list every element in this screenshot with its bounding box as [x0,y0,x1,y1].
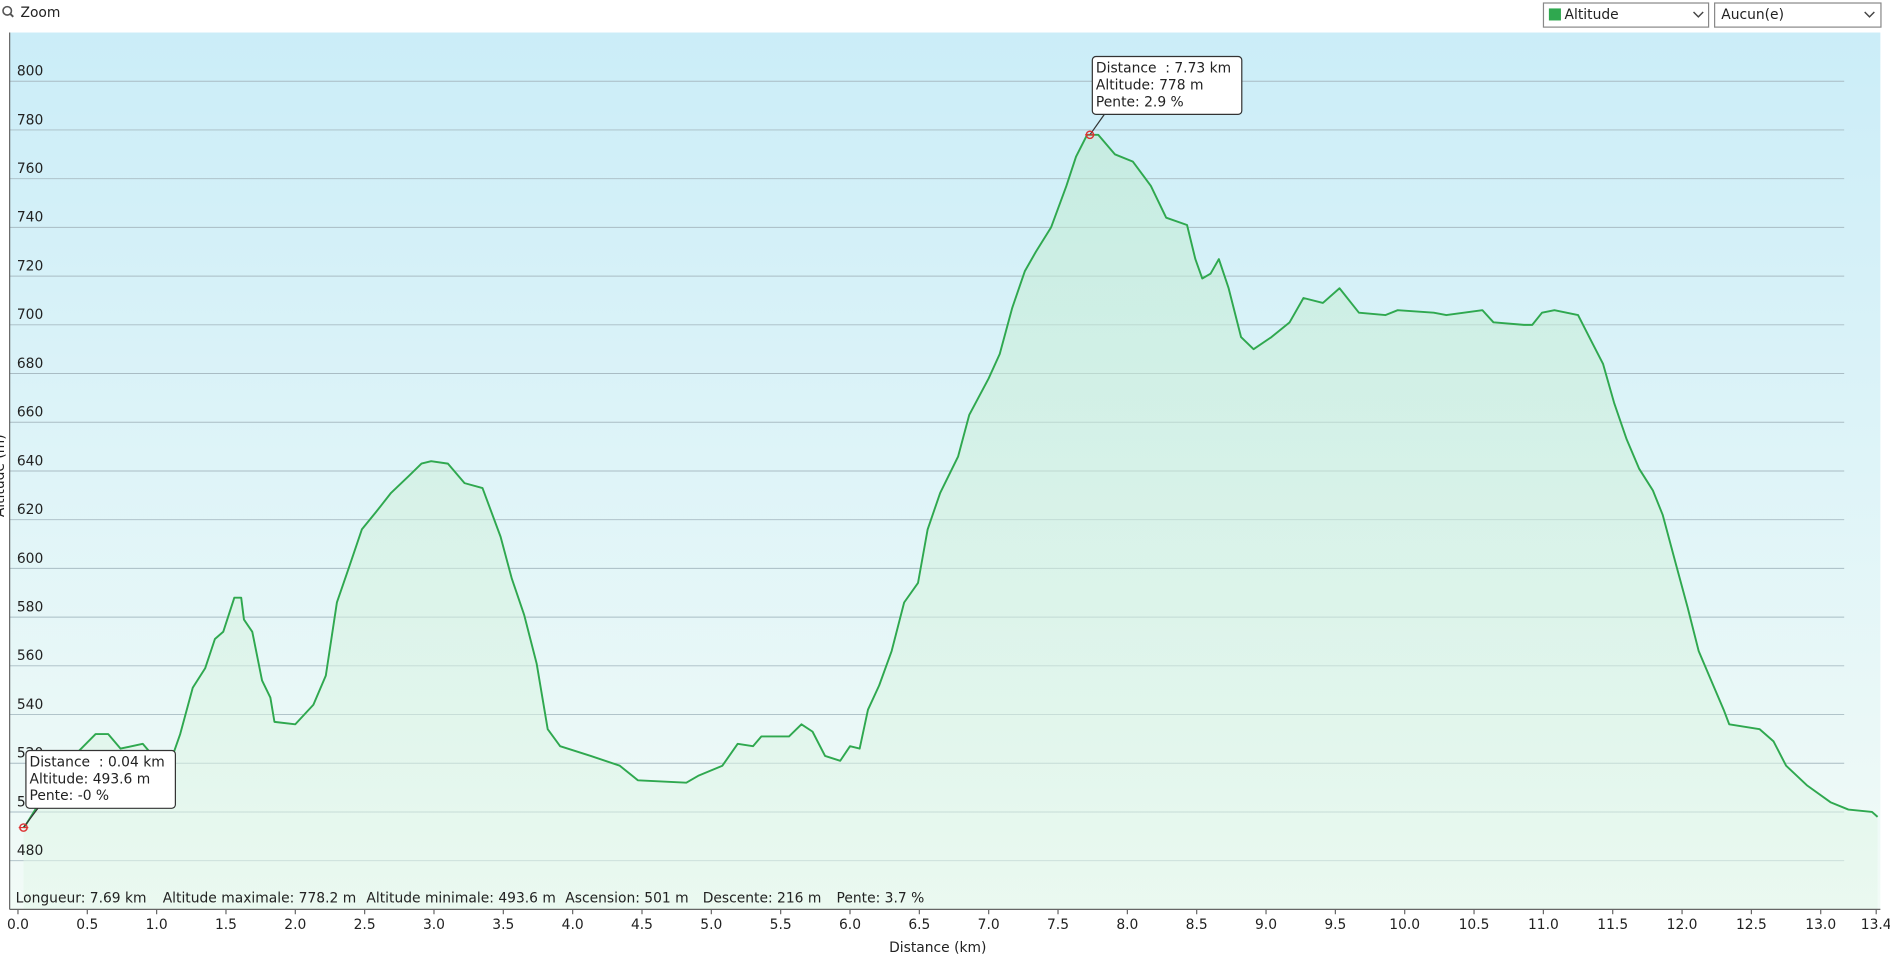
x-tick-label: 11.0 [1528,917,1559,933]
x-tick-label: 6.0 [839,917,861,933]
dropdown-chevron [1864,11,1875,18]
series-dropdown[interactable] [1542,2,1710,28]
x-tick-label: 1.0 [146,917,168,933]
tooltip-line: Pente: 2.9 % [1096,94,1184,110]
zoom-button[interactable]: Zoom [20,5,60,21]
x-tick-label: 13.4 [1861,917,1890,933]
stat: Pente: 3.7 % [837,891,925,907]
tooltip-box [1091,55,1243,115]
y-tick-label: 740 [17,210,43,226]
tooltip-line: Distance : 7.73 km [1096,61,1231,77]
stat: Descente: 216 m [703,891,822,907]
x-tick-label: 0.0 [7,917,29,933]
x-tick-label: 3.0 [423,917,445,933]
y-tick-label: 700 [17,307,43,323]
x-tick-label: 12.0 [1667,917,1698,933]
x-tick-label: 10.0 [1389,917,1420,933]
x-tick-label: 2.5 [354,917,376,933]
x-tick-label: 6.5 [908,917,930,933]
y-tick-label: 660 [17,405,43,421]
y-tick-label: 560 [17,648,43,664]
y-tick-label: 720 [17,258,43,274]
x-tick-label: 8.0 [1116,917,1138,933]
x-tick-label: 8.5 [1186,917,1208,933]
y-tick-label: 760 [17,161,43,177]
x-tick-label: 0.5 [76,917,98,933]
x-tick-label: 4.0 [562,917,584,933]
x-tick-label: 5.0 [700,917,722,933]
x-tick-label: 9.0 [1255,917,1277,933]
x-tick-label: 13.0 [1805,917,1836,933]
compare-dropdown[interactable] [1714,2,1882,28]
stat: Ascension: 501 m [565,891,688,907]
series-dropdown-value: Altitude [1565,7,1619,23]
y-tick-label: 580 [17,599,43,615]
x-tick-label: 3.5 [492,917,514,933]
y-tick-label: 640 [17,453,43,469]
altitude-area [23,134,1878,910]
x-tick-label: 2.0 [284,917,306,933]
x-tick-label: 10.5 [1459,917,1490,933]
y-axis-label: Altitude (m) [0,434,8,517]
y-tick-label: 780 [17,112,43,128]
y-tick-label: 480 [17,843,43,859]
x-tick-label: 7.0 [978,917,1000,933]
compare-dropdown-value: Aucun(e) [1721,7,1784,23]
data [22,133,1879,910]
x-tick-label: 1.5 [215,917,237,933]
y-tick-label: 800 [17,64,43,80]
tooltip-line: Altitude: 493.6 m [30,771,151,787]
y-tick-label: 620 [17,502,43,518]
x-axis-label: Distance (km) [889,940,986,956]
labels: 4805005205405605806006206406606807007207… [7,55,1890,933]
y-tick-label: 540 [17,697,43,713]
y-tick-label: 680 [17,356,43,372]
altitude-line [22,133,1879,829]
x-tick-label: 11.5 [1597,917,1628,933]
series-swatch [1548,8,1561,21]
x-tick-label: 5.5 [770,917,792,933]
zoom-icon[interactable] [2,5,13,16]
x-tick-label: 4.5 [631,917,653,933]
tooltip-line: Distance : 0.04 km [30,755,165,771]
zoom-icon-handle [9,13,14,18]
x-tick-label: 9.5 [1324,917,1346,933]
tooltip-line: Altitude: 778 m [1096,77,1204,93]
stat: Longueur: 7.69 km [16,891,147,907]
dropdown-chevron [1693,11,1704,18]
y-tick-label: 600 [17,551,43,567]
toolbar: Zoom Altitude Aucun(e) [2,2,1882,28]
x-tick-label: 7.5 [1047,917,1069,933]
x-tick-label: 12.5 [1736,917,1767,933]
stat: Altitude minimale: 493.6 m [366,891,555,907]
tooltip-box [25,749,176,809]
tooltip-line: Pente: -0 % [30,788,110,804]
stat: Altitude maximale: 778.2 m [163,891,356,907]
